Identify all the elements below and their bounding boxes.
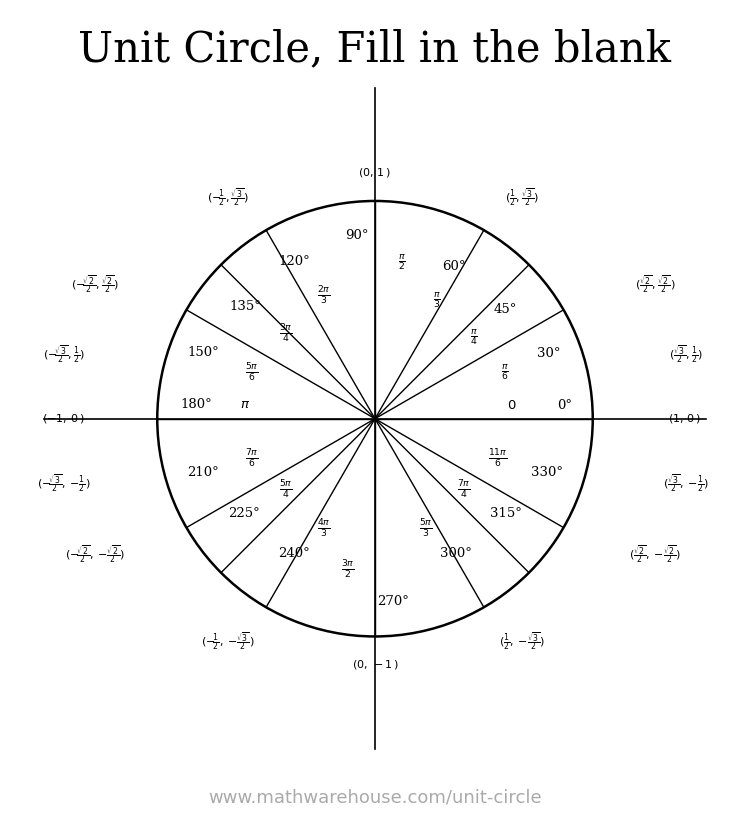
Text: $(-\!\frac{1}{2},-\!\frac{\sqrt{3}}{2})$: $(-\!\frac{1}{2},-\!\frac{\sqrt{3}}{2})$ — [201, 630, 255, 652]
Text: 300°: 300° — [440, 548, 472, 560]
Text: $(\frac{\sqrt{2}}{2},\frac{\sqrt{2}}{2})$: $(\frac{\sqrt{2}}{2},\frac{\sqrt{2}}{2})… — [634, 273, 675, 295]
Text: 240°: 240° — [278, 548, 310, 560]
Text: $(-\!\frac{\sqrt{2}}{2},-\!\frac{\sqrt{2}}{2})$: $(-\!\frac{\sqrt{2}}{2},-\!\frac{\sqrt{2… — [65, 543, 125, 565]
Text: 45°: 45° — [494, 303, 517, 316]
Text: 30°: 30° — [538, 347, 561, 360]
Text: $(-\!\frac{1}{2},\frac{\sqrt{3}}{2})$: $(-\!\frac{1}{2},\frac{\sqrt{3}}{2})$ — [207, 186, 249, 208]
Text: 150°: 150° — [187, 346, 219, 359]
Text: $(\frac{1}{2},-\!\frac{\sqrt{3}}{2})$: $(\frac{1}{2},-\!\frac{\sqrt{3}}{2})$ — [499, 630, 545, 652]
Text: $\frac{2\pi}{3}$: $\frac{2\pi}{3}$ — [317, 285, 331, 307]
Text: $(-\!\frac{\sqrt{3}}{2},-\!\frac{1}{2})$: $(-\!\frac{\sqrt{3}}{2},-\!\frac{1}{2})$ — [37, 472, 91, 494]
Text: 0°: 0° — [557, 399, 572, 412]
Text: $\frac{7\pi}{4}$: $\frac{7\pi}{4}$ — [458, 479, 471, 501]
Text: www.mathwarehouse.com/unit-circle: www.mathwarehouse.com/unit-circle — [209, 788, 542, 806]
Text: 120°: 120° — [278, 255, 310, 268]
Text: 315°: 315° — [490, 507, 521, 520]
Text: $\frac{\pi}{4}$: $\frac{\pi}{4}$ — [470, 328, 478, 346]
Text: $\frac{4\pi}{3}$: $\frac{4\pi}{3}$ — [317, 517, 331, 539]
Text: $\frac{7\pi}{6}$: $\frac{7\pi}{6}$ — [245, 448, 259, 470]
Text: $\frac{3\pi}{2}$: $\frac{3\pi}{2}$ — [341, 559, 355, 581]
Text: $\frac{5\pi}{3}$: $\frac{5\pi}{3}$ — [419, 517, 433, 539]
Text: $(-\!\frac{\sqrt{3}}{2},\frac{1}{2})$: $(-\!\frac{\sqrt{3}}{2},\frac{1}{2})$ — [43, 343, 85, 365]
Text: $\frac{5\pi}{4}$: $\frac{5\pi}{4}$ — [279, 479, 292, 501]
Text: $\frac{5\pi}{6}$: $\frac{5\pi}{6}$ — [245, 362, 259, 384]
Text: $(\frac{\sqrt{2}}{2},-\!\frac{\sqrt{2}}{2})$: $(\frac{\sqrt{2}}{2},-\!\frac{\sqrt{2}}{… — [628, 543, 681, 565]
Text: $(\frac{\sqrt{3}}{2},\frac{1}{2})$: $(\frac{\sqrt{3}}{2},\frac{1}{2})$ — [669, 343, 704, 365]
Text: $(\frac{1}{2},\frac{\sqrt{3}}{2})$: $(\frac{1}{2},\frac{\sqrt{3}}{2})$ — [505, 186, 539, 208]
Text: $( 1,\, 0\,)$: $( 1,\, 0\,)$ — [668, 412, 700, 425]
Text: 330°: 330° — [531, 466, 563, 479]
Text: $\pi$: $\pi$ — [240, 398, 250, 411]
Text: 180°: 180° — [181, 398, 212, 411]
Text: 210°: 210° — [187, 466, 219, 479]
Text: $( 0,\,-1\,)$: $( 0,\,-1\,)$ — [352, 658, 398, 672]
Text: $\frac{\pi}{6}$: $\frac{\pi}{6}$ — [500, 362, 508, 382]
Text: 270°: 270° — [377, 595, 410, 608]
Text: Unit Circle, Fill in the blank: Unit Circle, Fill in the blank — [79, 29, 671, 71]
Text: $( 0,\, 1\,)$: $( 0,\, 1\,)$ — [358, 166, 392, 179]
Text: $\frac{\pi}{3}$: $\frac{\pi}{3}$ — [433, 291, 441, 310]
Text: $\frac{3\pi}{4}$: $\frac{3\pi}{4}$ — [279, 323, 292, 345]
Text: $\frac{11\pi}{6}$: $\frac{11\pi}{6}$ — [488, 448, 508, 470]
Text: $(-1,\, 0\,)$: $(-1,\, 0\,)$ — [42, 412, 85, 425]
Text: 135°: 135° — [230, 300, 262, 313]
Text: 90°: 90° — [345, 229, 368, 242]
Text: $(-\!\frac{\sqrt{2}}{2},\frac{\sqrt{2}}{2})$: $(-\!\frac{\sqrt{2}}{2},\frac{\sqrt{2}}{… — [71, 273, 119, 295]
Text: $0$: $0$ — [508, 399, 517, 412]
Text: 225°: 225° — [229, 507, 260, 520]
Text: $(\frac{\sqrt{3}}{2},-\!\frac{1}{2})$: $(\frac{\sqrt{3}}{2},-\!\frac{1}{2})$ — [663, 472, 710, 494]
Text: $\frac{\pi}{2}$: $\frac{\pi}{2}$ — [398, 252, 406, 272]
Text: 60°: 60° — [442, 259, 465, 273]
